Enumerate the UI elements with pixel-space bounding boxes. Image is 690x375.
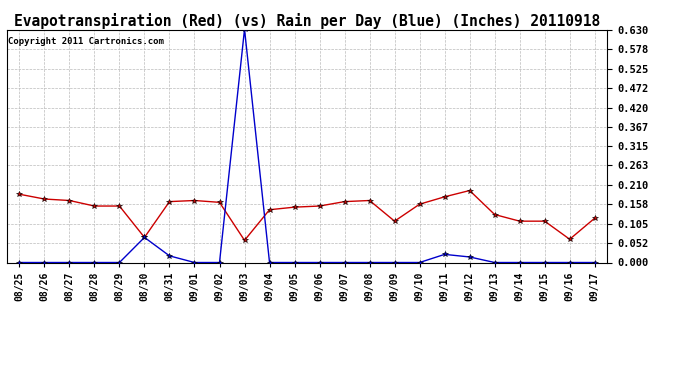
Text: Copyright 2011 Cartronics.com: Copyright 2011 Cartronics.com [8,37,164,46]
Title: Evapotranspiration (Red) (vs) Rain per Day (Blue) (Inches) 20110918: Evapotranspiration (Red) (vs) Rain per D… [14,13,600,29]
